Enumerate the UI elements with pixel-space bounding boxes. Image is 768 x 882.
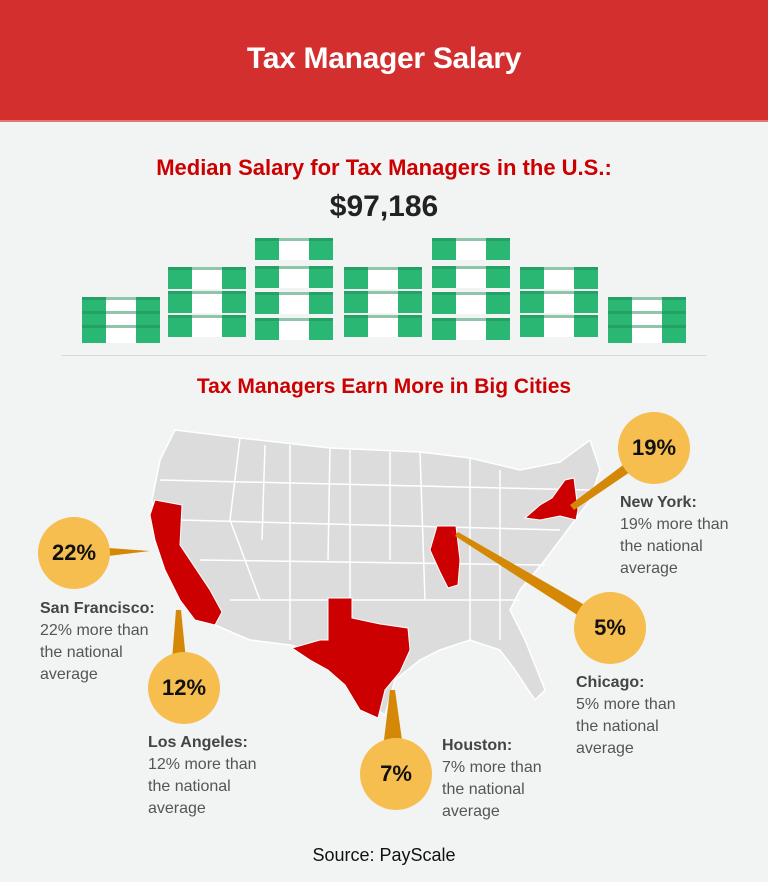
los-angeles-label: Los Angeles: 12% more than the national … [148,732,257,820]
label-line: 12% more than [148,756,257,773]
city-name: San Francisco: [40,600,155,617]
label-line: 19% more than [620,516,729,533]
label-line: the national [620,538,703,555]
label-line: the national [576,718,659,735]
chicago-percent-bubble: 5% [574,592,646,664]
label-line: 7% more than [442,759,542,776]
california-highlight [149,499,223,626]
illinois-highlight [429,525,461,589]
city-name: Chicago: [576,674,645,691]
label-line: average [40,666,98,683]
header-banner: Tax Manager Salary [0,0,768,122]
label-line: average [148,800,206,817]
new-york-highlight [523,477,579,521]
los-angeles-percent-bubble: 12% [148,652,220,724]
label-line: 5% more than [576,696,676,713]
chicago-label: Chicago: 5% more than the national avera… [576,672,676,760]
money-stacks-illustration [82,238,686,343]
city-name: Los Angeles: [148,734,248,751]
source-credit: Source: PayScale [312,845,456,865]
label-line: 22% more than [40,622,149,639]
san-francisco-label: San Francisco: 22% more than the nationa… [40,598,155,686]
label-line: average [620,560,678,577]
median-salary-heading: Median Salary for Tax Managers in the U.… [156,155,612,180]
houston-percent-bubble: 7% [360,738,432,810]
page-title: Tax Manager Salary [246,42,522,75]
city-name: Houston: [442,737,513,754]
label-line: average [442,803,500,820]
new-york-label: New York: 19% more than the national ave… [620,492,729,580]
san-francisco-percent-bubble: 22% [38,517,110,589]
label-line: average [576,740,634,757]
median-salary-value: $97,186 [329,190,439,223]
new-york-percent-bubble: 19% [618,412,690,484]
section-divider [62,355,706,356]
houston-label: Houston: 7% more than the national avera… [442,735,542,823]
label-line: the national [442,781,525,798]
label-line: the national [148,778,231,795]
city-name: New York: [620,494,697,511]
cities-heading: Tax Managers Earn More in Big Cities [196,375,572,398]
label-line: the national [40,644,123,661]
texas-highlight [290,597,411,719]
us-map [108,429,633,740]
